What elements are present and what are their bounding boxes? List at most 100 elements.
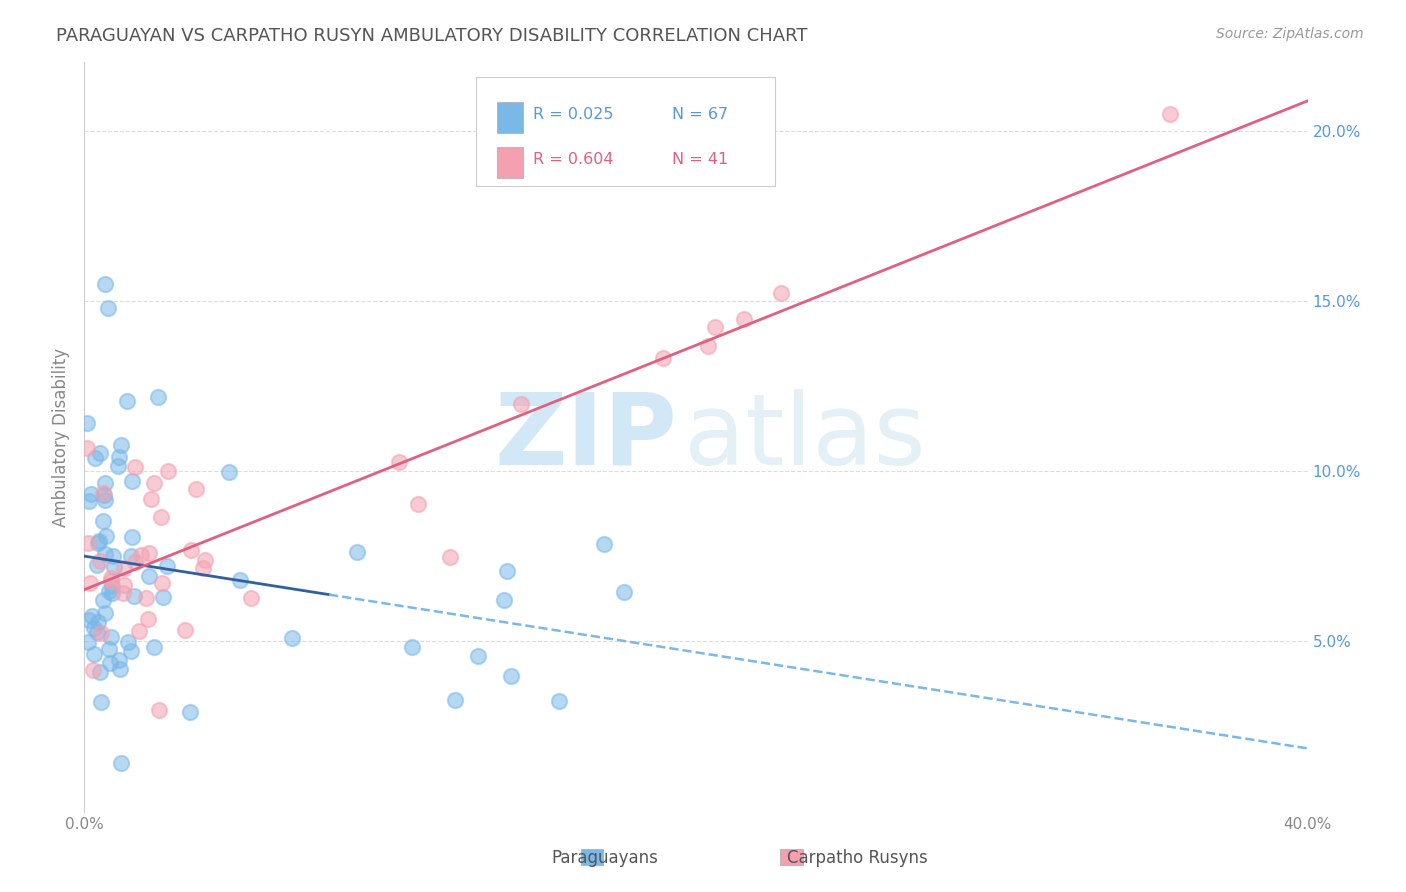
- Text: N = 67: N = 67: [672, 107, 728, 122]
- Point: [155, 558, 177, 573]
- Point: [98, 641, 121, 656]
- Point: [94, 547, 117, 561]
- Point: [90, 695, 112, 709]
- Point: [89, 665, 111, 679]
- Point: [100, 572, 122, 586]
- Point: [613, 584, 636, 599]
- Point: [86, 625, 108, 640]
- Text: PARAGUAYAN VS CARPATHO RUSYN AMBULATORY DISABILITY CORRELATION CHART: PARAGUAYAN VS CARPATHO RUSYN AMBULATORY …: [56, 27, 807, 45]
- Point: [121, 474, 143, 488]
- Point: [129, 548, 152, 562]
- Point: [651, 351, 673, 366]
- Point: [179, 705, 201, 719]
- Point: [94, 606, 117, 620]
- Point: [94, 528, 117, 542]
- Point: [93, 493, 115, 508]
- Point: [148, 702, 170, 716]
- Point: [184, 482, 207, 496]
- Point: [496, 564, 519, 578]
- Point: [77, 635, 100, 649]
- Point: [101, 586, 124, 600]
- Point: [100, 574, 122, 588]
- Point: [122, 589, 145, 603]
- Point: [108, 450, 131, 465]
- Point: [346, 544, 368, 558]
- Point: [93, 277, 115, 291]
- Point: [136, 612, 159, 626]
- Point: [90, 626, 112, 640]
- Point: [89, 553, 111, 567]
- Point: [87, 536, 110, 550]
- Point: [406, 497, 429, 511]
- Point: [239, 591, 262, 606]
- Point: [82, 663, 104, 677]
- Point: [115, 393, 138, 408]
- Point: [110, 438, 132, 452]
- Point: [696, 339, 718, 353]
- Point: [79, 575, 101, 590]
- Point: [492, 593, 515, 607]
- Point: [229, 573, 252, 587]
- Point: [76, 442, 98, 456]
- Point: [509, 397, 531, 411]
- FancyBboxPatch shape: [581, 849, 603, 865]
- Point: [83, 648, 105, 662]
- Point: [108, 653, 131, 667]
- Y-axis label: Ambulatory Disability: Ambulatory Disability: [52, 348, 70, 526]
- Point: [173, 623, 195, 637]
- Point: [733, 311, 755, 326]
- FancyBboxPatch shape: [780, 849, 803, 865]
- Text: R = 0.025: R = 0.025: [533, 107, 614, 122]
- Point: [193, 561, 215, 575]
- Point: [103, 559, 125, 574]
- Point: [117, 635, 139, 649]
- Point: [148, 390, 170, 404]
- Text: ZIP: ZIP: [495, 389, 678, 485]
- Point: [89, 446, 111, 460]
- Point: [388, 455, 411, 469]
- Text: Carpatho Rusyns: Carpatho Rusyns: [787, 849, 928, 867]
- Point: [93, 488, 115, 502]
- FancyBboxPatch shape: [496, 103, 523, 133]
- Point: [499, 669, 522, 683]
- Point: [98, 656, 121, 670]
- Point: [80, 487, 103, 501]
- Point: [111, 586, 134, 600]
- Point: [194, 553, 217, 567]
- Point: [180, 543, 202, 558]
- Point: [110, 663, 132, 677]
- Point: [152, 591, 174, 605]
- Point: [97, 584, 120, 599]
- Point: [280, 632, 302, 646]
- Point: [87, 533, 110, 548]
- Text: R = 0.604: R = 0.604: [533, 153, 614, 168]
- Point: [103, 549, 125, 564]
- Point: [91, 514, 114, 528]
- Point: [94, 475, 117, 490]
- Point: [444, 693, 467, 707]
- Point: [110, 756, 132, 770]
- Point: [86, 558, 108, 572]
- Point: [101, 579, 124, 593]
- Point: [84, 451, 107, 466]
- Point: [150, 576, 173, 591]
- Point: [467, 648, 489, 663]
- Point: [77, 536, 100, 550]
- Point: [97, 301, 120, 315]
- Point: [157, 465, 180, 479]
- Text: Source: ZipAtlas.com: Source: ZipAtlas.com: [1216, 27, 1364, 41]
- Point: [704, 319, 727, 334]
- Point: [1159, 106, 1181, 120]
- Point: [87, 615, 110, 629]
- Point: [770, 286, 793, 301]
- FancyBboxPatch shape: [475, 78, 776, 186]
- Point: [91, 593, 114, 607]
- Point: [124, 555, 146, 569]
- Point: [114, 578, 136, 592]
- Point: [439, 550, 461, 565]
- Text: atlas: atlas: [683, 389, 925, 485]
- Point: [142, 640, 165, 654]
- Point: [128, 624, 150, 638]
- Point: [120, 549, 142, 563]
- Point: [80, 609, 103, 624]
